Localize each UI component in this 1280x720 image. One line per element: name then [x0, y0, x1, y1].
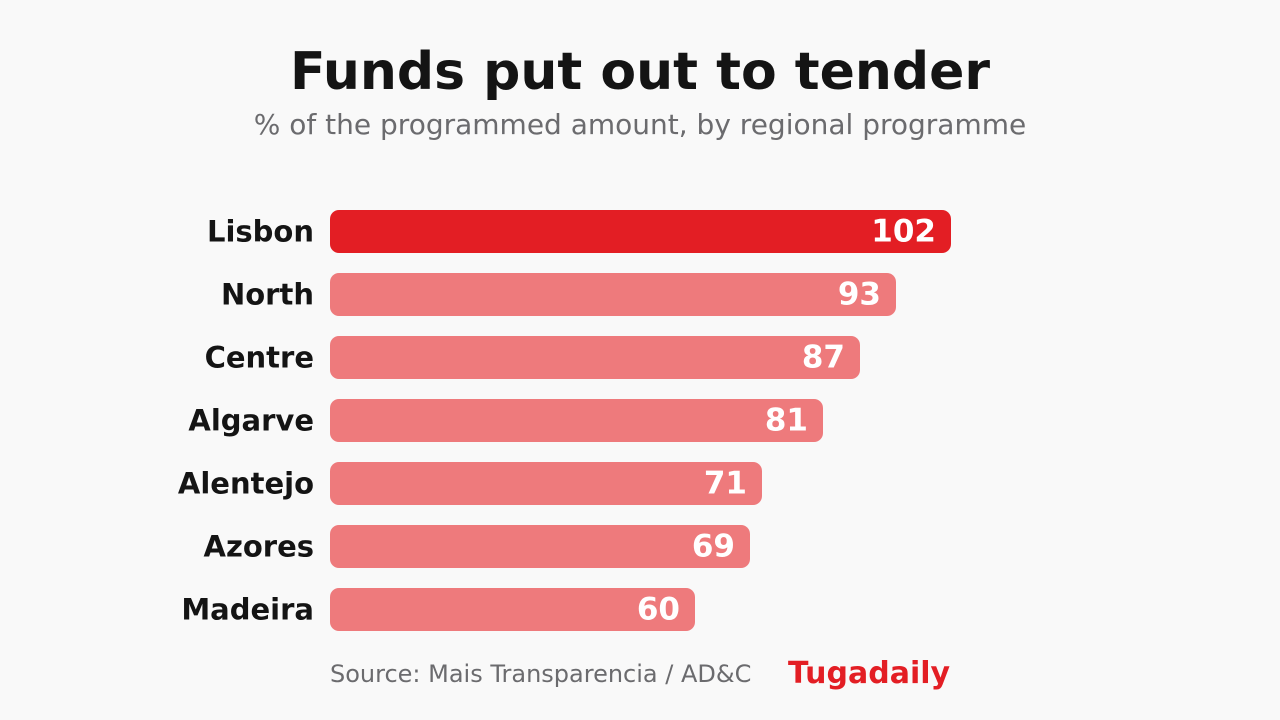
bar-group-alentejo: Alentejo 71	[178, 462, 762, 505]
category-label: Madeira	[181, 593, 314, 627]
value-label: 71	[704, 466, 747, 502]
bar-group-algarve: Algarve 81	[188, 399, 823, 442]
category-label: Alentejo	[178, 467, 314, 501]
value-label: 93	[838, 277, 881, 313]
bar-group-azores: Azores 69	[204, 525, 750, 568]
bar-madeira	[330, 588, 695, 631]
value-label: 69	[692, 529, 735, 565]
bar-azores	[330, 525, 750, 568]
chart-title: Funds put out to tender	[289, 42, 991, 102]
category-label: Algarve	[188, 404, 314, 438]
bar-lisbon	[330, 210, 951, 253]
brand-logo: Tugadaily	[788, 656, 951, 691]
bar-centre	[330, 336, 860, 379]
bar-algarve	[330, 399, 823, 442]
category-label: Centre	[205, 341, 314, 375]
category-label: Lisbon	[207, 215, 314, 249]
value-label: 102	[871, 214, 936, 250]
bar-group-centre: Centre 87	[205, 336, 860, 379]
bar-north	[330, 273, 896, 316]
source-note: Source: Mais Transparencia / AD&C	[330, 660, 752, 688]
bar-group-madeira: Madeira 60	[181, 588, 695, 631]
value-label: 60	[637, 592, 680, 628]
value-label: 87	[802, 340, 845, 376]
bar-alentejo	[330, 462, 762, 505]
chart-subtitle: % of the programmed amount, by regional …	[253, 108, 1027, 141]
bar-group-lisbon: Lisbon 102	[207, 210, 951, 253]
category-label: Azores	[204, 530, 314, 564]
value-label: 81	[765, 403, 808, 439]
category-label: North	[221, 278, 314, 312]
bar-group-north: North 93	[221, 273, 896, 316]
